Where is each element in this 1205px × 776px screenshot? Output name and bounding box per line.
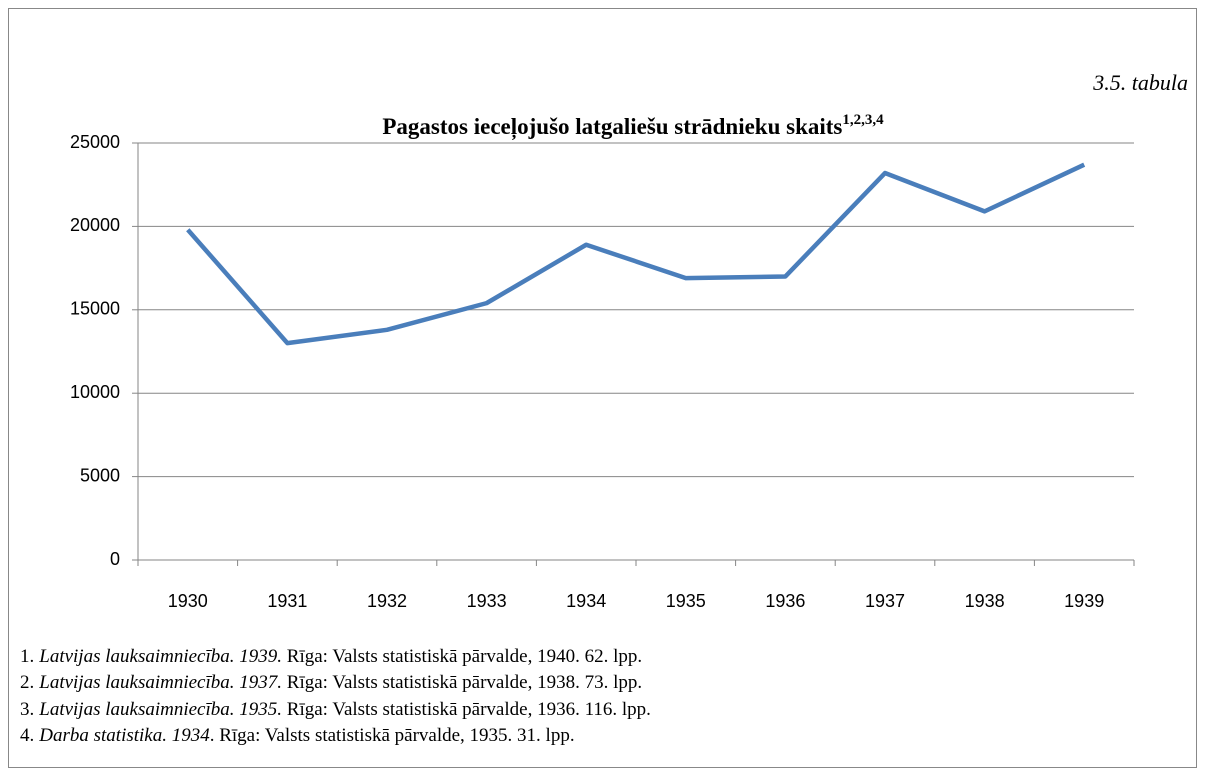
y-tick-label: 10000	[70, 382, 120, 402]
x-tick-label: 1932	[367, 591, 407, 611]
footnote-number: 2.	[20, 672, 35, 694]
chart-title: Pagastos ieceļojušo latgaliešu strādniek…	[382, 112, 884, 141]
footnote-text: Rīga: Valsts statistiskā pārvalde, 1940.…	[282, 646, 643, 667]
x-tick-label: 1939	[1064, 591, 1104, 611]
footnote: 3. Latvijas lauksaimniecība. 1935. Rīga: …	[20, 697, 651, 723]
y-tick-label: 5000	[80, 465, 120, 485]
x-tick-label: 1935	[666, 591, 706, 611]
x-tick-label: 1931	[267, 591, 307, 611]
title-superscript: 1,2,3,4	[842, 112, 884, 128]
footnote-title: Latvijas lauksaimniecība. 1939.	[39, 646, 283, 667]
footnote-title: Latvijas lauksaimniecība. 1935.	[39, 698, 283, 720]
footnote-number: 4.	[20, 724, 35, 746]
x-tick-label: 1934	[566, 591, 606, 611]
footnote: 1. Latvijas lauksaimniecība. 1939. Rīga: …	[20, 644, 651, 670]
footnote-title: Darba statistika. 1934	[39, 724, 210, 746]
footnote-title: Latvijas lauksaimniecība. 1937.	[39, 672, 283, 694]
x-tick-label: 1936	[765, 591, 805, 611]
footnote: 4. Darba statistika. 1934. Rīga: Valsts s…	[20, 723, 651, 749]
y-tick-label: 15000	[70, 299, 120, 319]
x-tick-label: 1937	[865, 591, 905, 611]
x-tick-label: 1938	[965, 591, 1005, 611]
table-label: 3.5. tabula	[1092, 70, 1188, 95]
x-tick-label: 1930	[168, 591, 208, 611]
footnote-text: Rīga: Valsts statistiskā pārvalde, 1938.…	[282, 672, 643, 694]
footnote-number: 3.	[20, 698, 35, 720]
y-tick-label: 20000	[70, 215, 120, 235]
footnote-text: . Rīga: Valsts statistiskā pārvalde, 193…	[209, 724, 575, 746]
footnote-number: 1.	[20, 646, 35, 667]
footnotes: 1. Latvijas lauksaimniecība. 1939. Rīga: …	[20, 644, 651, 749]
title-text: Pagastos ieceļojušo latgaliešu strādniek…	[382, 114, 842, 141]
footnote-text: Rīga: Valsts statistiskā pārvalde, 1936.…	[282, 698, 651, 720]
y-tick-label: 0	[110, 549, 120, 569]
chart-border	[8, 8, 1197, 768]
footnote: 2. Latvijas lauksaimniecība. 1937. Rīga: …	[20, 670, 651, 696]
x-tick-label: 1933	[467, 591, 507, 611]
y-tick-label: 25000	[70, 132, 120, 152]
data-line	[186, 162, 1086, 346]
